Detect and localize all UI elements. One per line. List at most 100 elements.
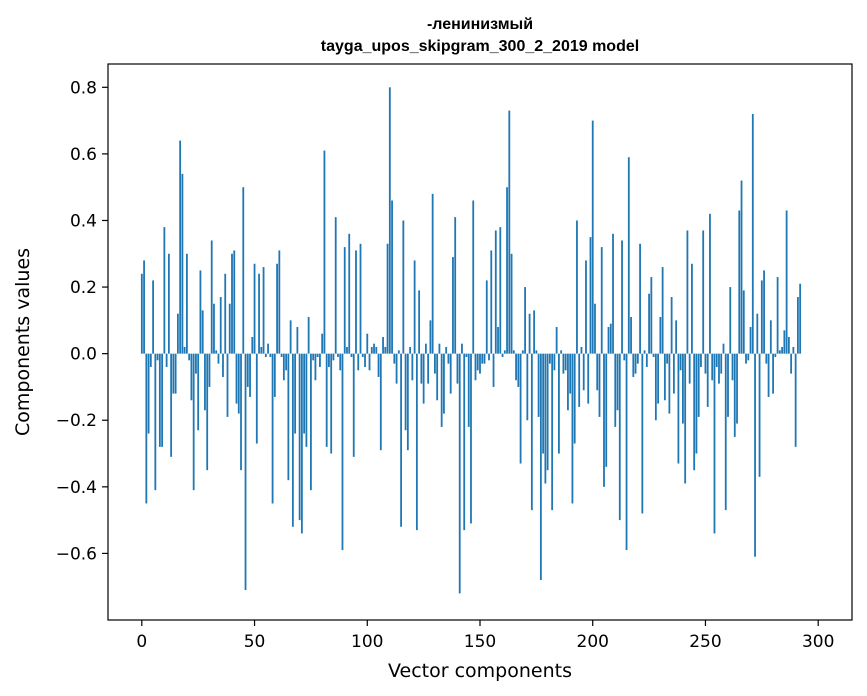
- bar-component-147: [472, 200, 475, 354]
- bar-component-290: [794, 353, 797, 447]
- y-tick-label: −0.6: [56, 544, 97, 564]
- x-tick-label: 150: [464, 632, 496, 652]
- bar-component-224: [645, 353, 648, 367]
- bar-component-40: [231, 253, 233, 354]
- bar-component-215: [625, 353, 628, 551]
- bar-component-203: [598, 353, 601, 417]
- bar-component-213: [621, 240, 623, 354]
- bar-component-107: [382, 337, 384, 354]
- x-tick-label: 0: [136, 632, 147, 652]
- bar-component-150: [479, 353, 481, 374]
- bar-component-29: [206, 353, 209, 471]
- bar-component-202: [596, 353, 599, 391]
- bar-component-41: [233, 250, 236, 354]
- bar-component-13: [170, 353, 173, 457]
- x-tick-label: 50: [244, 632, 266, 652]
- bar-component-9: [161, 353, 164, 447]
- bar-component-244: [691, 263, 693, 354]
- bar-component-76: [312, 353, 315, 361]
- bar-component-239: [679, 353, 682, 371]
- bar-component-105: [377, 353, 380, 377]
- bar-component-256: [718, 353, 720, 384]
- bar-component-94: [352, 353, 355, 457]
- y-axis-label: Components values: [12, 248, 34, 436]
- bar-component-135: [445, 346, 448, 354]
- bar-component-53: [260, 346, 263, 354]
- bar-component-56: [267, 343, 269, 354]
- bar-component-260: [727, 353, 729, 417]
- bar-component-154: [488, 353, 490, 361]
- bar-component-144: [465, 353, 468, 357]
- bar-component-279: [769, 320, 772, 354]
- bar-component-159: [499, 227, 502, 354]
- bar-component-170: [524, 287, 526, 354]
- bar-component-167: [517, 353, 520, 387]
- bar-component-157: [494, 230, 497, 354]
- bar-component-3: [147, 353, 150, 434]
- bar-component-173: [530, 353, 533, 511]
- bar-component-245: [693, 353, 696, 471]
- bar-component-22: [190, 353, 193, 401]
- bar-component-292: [799, 283, 802, 354]
- bar-component-156: [492, 353, 495, 387]
- bar-component-227: [652, 353, 655, 357]
- bar-component-243: [688, 353, 691, 384]
- bar-component-115: [400, 353, 402, 527]
- bar-component-249: [702, 230, 705, 354]
- bar-component-269: [747, 353, 750, 361]
- bar-component-189: [567, 353, 569, 411]
- bar-component-181: [548, 353, 551, 364]
- chart-title-line1: -ленинизмый: [427, 16, 533, 33]
- bar-component-80: [321, 333, 324, 354]
- x-axis-ticks: 0 50 100 150 200 250 300: [136, 620, 834, 652]
- bar-component-72: [303, 353, 306, 434]
- bar-component-98: [361, 353, 364, 357]
- bar-component-128: [429, 320, 432, 354]
- bar-component-191: [571, 353, 574, 504]
- bar-component-162: [506, 187, 508, 354]
- bar-component-85: [332, 353, 335, 361]
- bar-component-212: [618, 353, 621, 521]
- bar-component-70: [298, 353, 301, 521]
- y-tick-label: 0.2: [70, 278, 97, 298]
- bar-component-163: [508, 110, 511, 354]
- bar-component-16: [176, 313, 179, 354]
- bar-component-246: [695, 353, 698, 454]
- bar-component-178: [542, 353, 545, 454]
- bar-component-241: [684, 353, 687, 484]
- bar-component-190: [569, 353, 572, 394]
- bar-component-160: [501, 353, 504, 357]
- bar-component-140: [456, 353, 459, 384]
- bar-component-0: [140, 273, 143, 354]
- bar-component-124: [420, 353, 423, 384]
- bar-component-251: [706, 353, 709, 407]
- bar-component-263: [733, 353, 736, 437]
- bar-component-200: [591, 120, 594, 354]
- bar-component-253: [711, 353, 714, 381]
- bar-component-69: [296, 327, 299, 354]
- bar-component-188: [564, 353, 567, 371]
- bar-component-11: [165, 353, 168, 367]
- bar-component-136: [447, 353, 450, 364]
- bar-component-15: [174, 353, 177, 394]
- bar-component-19: [183, 346, 186, 354]
- bar-component-211: [616, 353, 619, 411]
- x-tick-label: 300: [802, 632, 834, 652]
- bar-component-6: [154, 353, 157, 491]
- bar-component-77: [314, 353, 317, 381]
- y-tick-label: −0.2: [56, 411, 97, 431]
- bar-component-161: [503, 350, 506, 354]
- bar-component-100: [366, 333, 369, 354]
- bar-component-61: [278, 250, 281, 354]
- bar-component-180: [546, 353, 549, 471]
- bar-component-281: [774, 353, 777, 357]
- bar-component-234: [668, 353, 671, 414]
- bar-component-259: [724, 353, 727, 511]
- bar-component-195: [580, 346, 583, 354]
- bar-component-184: [555, 327, 558, 354]
- bar-component-153: [485, 280, 488, 354]
- bar-component-55: [264, 353, 267, 357]
- bar-component-278: [767, 353, 770, 397]
- bar-component-198: [587, 353, 590, 404]
